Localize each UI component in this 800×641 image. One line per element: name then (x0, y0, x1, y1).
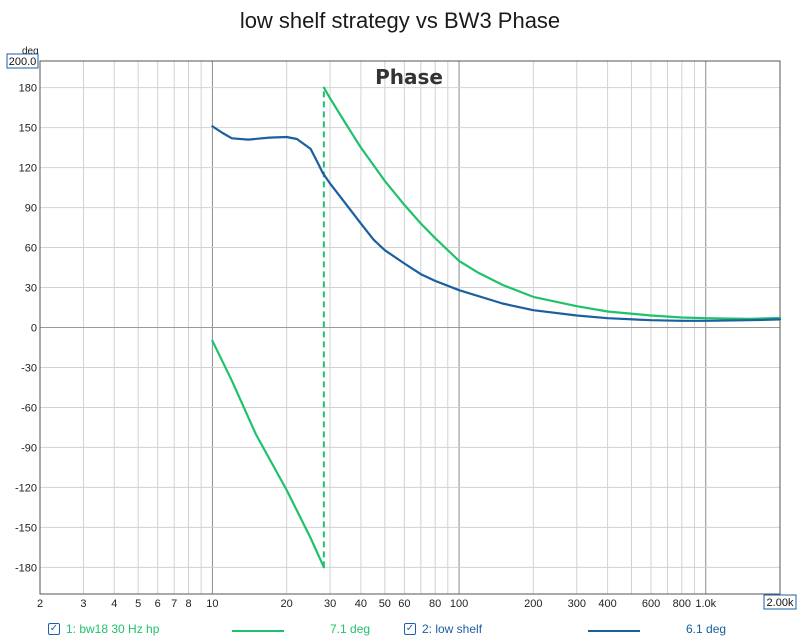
series-1-line (211, 339, 325, 569)
x-tick-label: 4 (111, 598, 117, 610)
y-tick-label: -150 (15, 522, 37, 534)
x-tick-label: 40 (355, 598, 367, 610)
y-tick-label: 180 (19, 83, 37, 95)
chart-title: low shelf strategy vs BW3 Phase (239, 8, 561, 33)
legend-swatch-series-2 (588, 630, 640, 632)
grid (39, 61, 781, 594)
legend: ✓ 1: bw18 30 Hz hp 7.1 deg ✓ 2: low shel… (0, 619, 800, 641)
legend-value-series-2: 6.1 deg (686, 622, 727, 636)
legend-label-series-1: 1: bw18 30 Hz hp (66, 622, 160, 636)
x-tick-label: 10 (206, 598, 218, 610)
series-2-line (211, 125, 782, 322)
series-1-line (322, 86, 782, 320)
legend-item-series-2[interactable]: ✓ 2: low shelf (404, 622, 482, 636)
y-top-box[interactable] (6, 53, 39, 69)
y-tick-label: -120 (15, 482, 37, 494)
x-tick-label: 600 (642, 598, 660, 610)
y-axis: 180 150 120 90 60 30 0 -30 -60 -90 -120 -150 -180 (15, 83, 37, 575)
x-tick-label: 3 (80, 598, 86, 610)
checkbox-series-2[interactable]: ✓ (404, 623, 416, 635)
plot-frame (39, 60, 781, 595)
x-tick-label: 20 (281, 598, 293, 610)
x-tick-label: 200 (524, 598, 542, 610)
y-tick-label: 30 (25, 283, 37, 295)
x-tick-label: 800 (673, 598, 691, 610)
x-right-box[interactable] (763, 594, 797, 610)
series (211, 86, 782, 569)
x-tick-label: 8 (185, 598, 191, 610)
y-tick-label: -30 (21, 362, 37, 374)
x-tick-label: 2 (37, 598, 43, 610)
x-tick-label: 7 (171, 598, 177, 610)
checkbox-series-1[interactable]: ✓ (48, 623, 60, 635)
y-tick-label: 120 (19, 163, 37, 175)
x-right-label: 2.00k (767, 597, 794, 609)
x-tick-label: 100 (450, 598, 468, 610)
y-top-label: 200.0 (9, 56, 37, 68)
x-tick-label: 5 (135, 598, 141, 610)
x-tick-label: 30 (324, 598, 336, 610)
inner-title: Phase (375, 65, 443, 89)
x-tick-label: 60 (398, 598, 410, 610)
x-tick-label: 50 (379, 598, 391, 610)
legend-label-series-2: 2: low shelf (422, 622, 483, 636)
x-tick-label: 1.0k (695, 598, 716, 610)
x-tick-label: 80 (429, 598, 441, 610)
legend-item-series-1[interactable]: ✓ 1: bw18 30 Hz hp (48, 622, 159, 636)
x-axis: 2 3 4 5 6 7 8 10 20 30 40 50 60 80 100 200 300 400 600 800 1… (37, 598, 717, 610)
x-tick-label: 300 (568, 598, 586, 610)
y-tick-label: 0 (31, 323, 37, 335)
legend-swatch-series-1 (232, 630, 284, 632)
y-unit-label: deg (22, 46, 39, 57)
y-tick-label: 90 (25, 203, 37, 215)
y-tick-label: -90 (21, 442, 37, 454)
y-tick-label: 150 (19, 123, 37, 135)
x-tick-label: 6 (155, 598, 161, 610)
x-tick-label: 400 (598, 598, 616, 610)
y-tick-label: 60 (25, 243, 37, 255)
legend-value-series-1: 7.1 deg (330, 622, 371, 636)
y-tick-label: -180 (15, 562, 37, 574)
y-tick-label: -60 (21, 402, 37, 414)
